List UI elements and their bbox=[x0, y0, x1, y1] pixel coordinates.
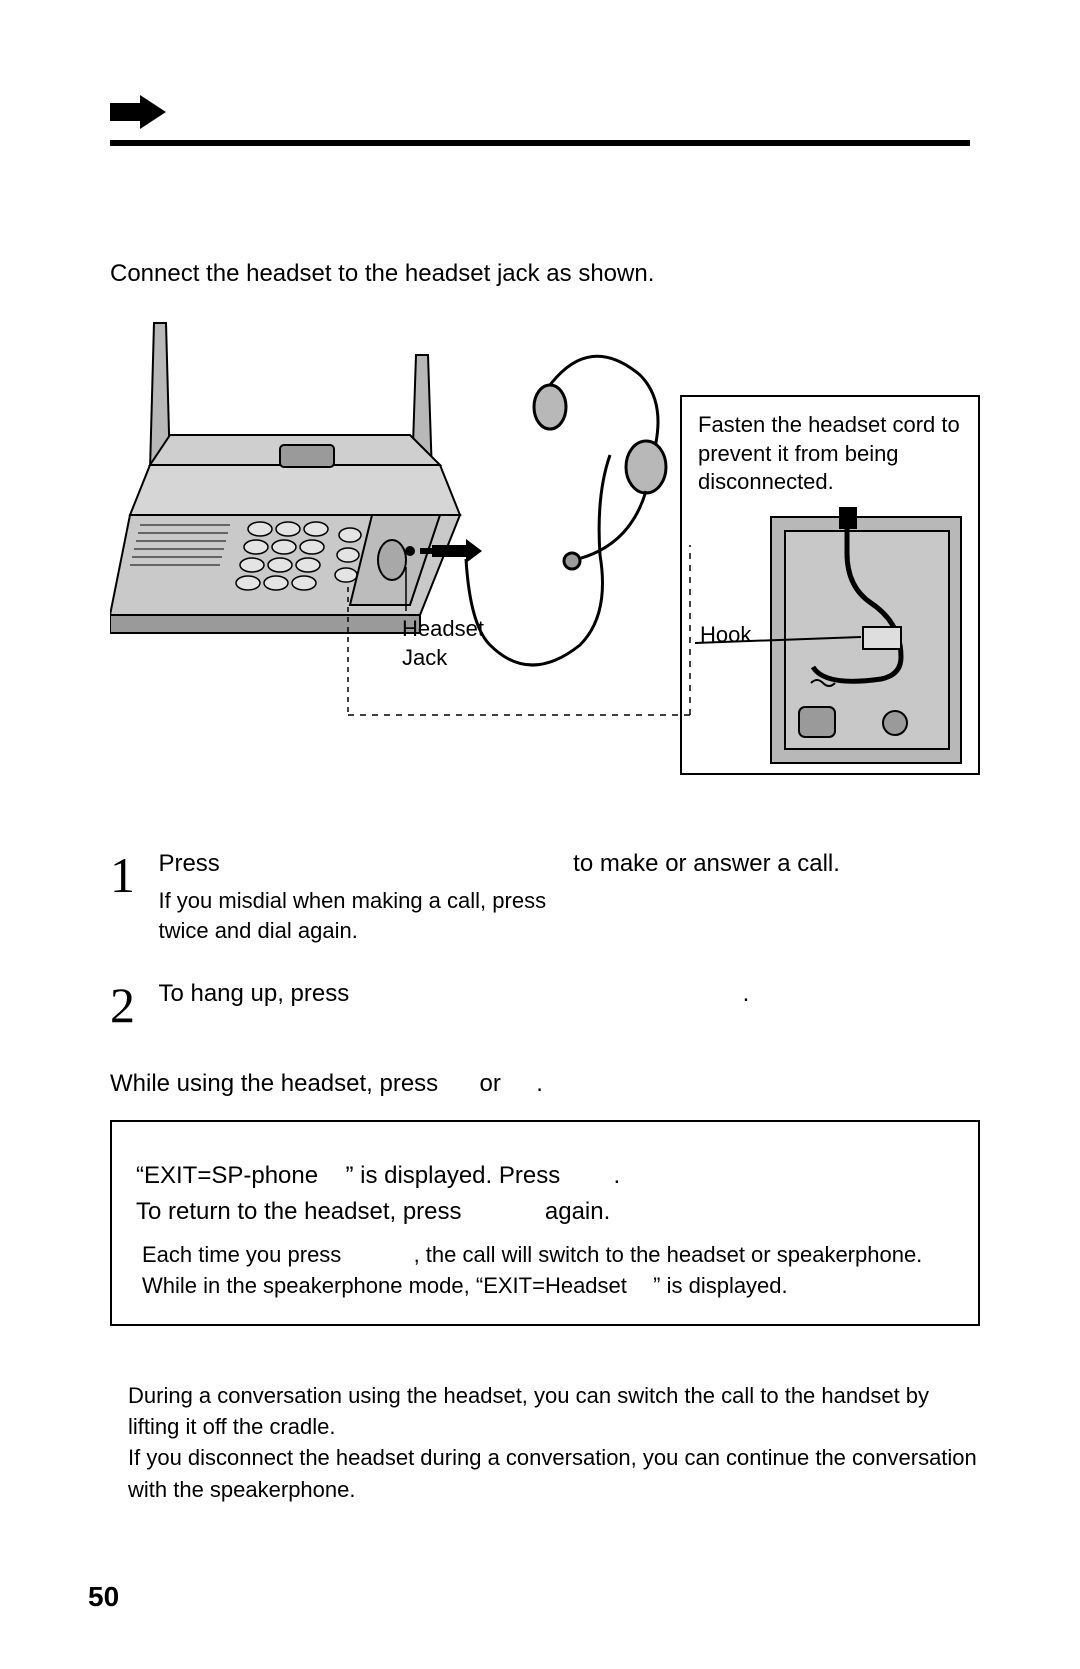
step-2-dot: . bbox=[743, 980, 750, 1007]
headset-jack-label-l2: Jack bbox=[402, 645, 447, 670]
hook-inset-box: Fasten the headset cord to prevent it fr… bbox=[680, 395, 980, 775]
headset-jack-label: Headset Jack bbox=[402, 615, 484, 672]
intro-text: Connect the headset to the headset jack … bbox=[110, 260, 654, 288]
continue-arrow-icon bbox=[110, 95, 166, 134]
volume-line: While using the headset, press or . bbox=[110, 1070, 543, 1098]
panel-l1c: . bbox=[614, 1162, 621, 1189]
step-1: 1 Press to make or answer a call. If you… bbox=[110, 850, 840, 945]
sp-phone-panel: “EXIT=SP-phone ” is displayed. Press . T… bbox=[110, 1120, 980, 1326]
panel-l2b: again. bbox=[545, 1198, 610, 1225]
header-rule bbox=[110, 140, 970, 146]
step-1-sub-tail: twice and dial again. bbox=[158, 918, 357, 943]
vol-a: While using the headset, press bbox=[110, 1070, 438, 1097]
panel-sub-c: ” is displayed. bbox=[653, 1273, 788, 1298]
page-number: 50 bbox=[88, 1581, 119, 1613]
step-1-tail: to make or answer a call. bbox=[573, 850, 840, 877]
hook-inset-text: Fasten the headset cord to prevent it fr… bbox=[682, 397, 978, 507]
panel-sub-a: Each time you press bbox=[142, 1242, 341, 1267]
manual-page: Connect the headset to the headset jack … bbox=[0, 0, 1080, 1669]
panel-l1b: ” is displayed. Press bbox=[345, 1162, 560, 1189]
panel-l1a: “EXIT=SP-phone bbox=[136, 1162, 318, 1189]
hook-label: Hook bbox=[700, 622, 751, 648]
step-1-number: 1 bbox=[110, 850, 154, 900]
step-2-text: To hang up, press bbox=[158, 980, 349, 1007]
panel-l2a: To return to the headset, press bbox=[136, 1198, 462, 1225]
step-1-sub: If you misdial when making a call, press bbox=[158, 888, 546, 913]
step-2-number: 2 bbox=[110, 980, 154, 1030]
step-1-press: Press bbox=[158, 850, 219, 877]
headset-jack-label-l1: Headset bbox=[402, 616, 484, 641]
step-2: 2 To hang up, press . bbox=[110, 980, 749, 1030]
footnote-block: During a conversation using the headset,… bbox=[128, 1380, 978, 1505]
footnote-p1: During a conversation using the headset,… bbox=[128, 1380, 978, 1442]
vol-b: or bbox=[480, 1070, 501, 1097]
vol-c: . bbox=[536, 1070, 543, 1097]
footnote-p2: If you disconnect the headset during a c… bbox=[128, 1442, 978, 1504]
